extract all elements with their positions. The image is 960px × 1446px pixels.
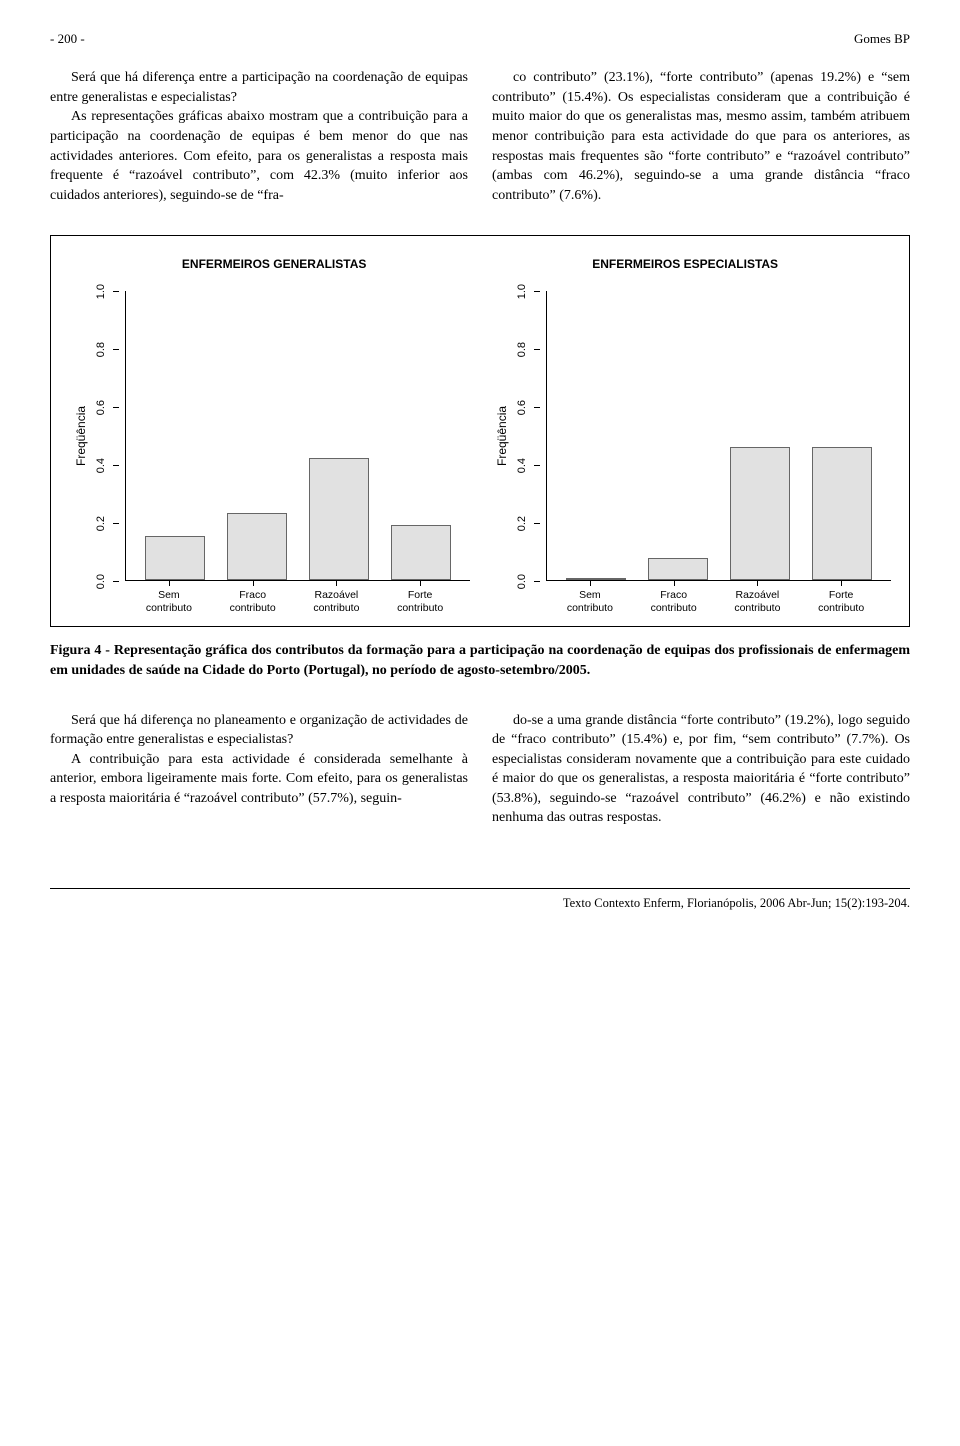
ytick-label: 0.4: [94, 458, 109, 473]
footer-rule: [50, 888, 910, 889]
chart-left-plot: [125, 291, 470, 581]
ytick-label: 0.0: [94, 574, 109, 589]
chart-right-plot: [546, 291, 891, 581]
bar: [145, 536, 205, 581]
xtick-label: Razoávelcontributo: [306, 589, 366, 614]
xtick-label: Fortecontributo: [811, 589, 871, 614]
body-text-2: Será que há diferença no planeamento e o…: [50, 711, 910, 829]
chart-right: Freqüência 1.00.80.60.40.20.0 Semcontrib…: [490, 291, 891, 614]
paragraph: A contribuição para esta actividade é co…: [50, 750, 468, 809]
chart-left: Freqüência 1.00.80.60.40.20.0 Semcontrib…: [69, 291, 470, 614]
bar: [391, 525, 451, 580]
page-number: - 200 -: [50, 30, 85, 48]
chart-left-yaxis: 1.00.80.60.40.20.0: [94, 291, 125, 581]
chart-right-title: ENFERMEIROS ESPECIALISTAS: [592, 256, 778, 273]
page-header: - 200 - Gomes BP: [50, 30, 910, 48]
ytick-label: 1.0: [94, 284, 109, 299]
ytick-label: 0.6: [515, 400, 530, 415]
xtick-label: Fracocontributo: [644, 589, 704, 614]
paragraph: Será que há diferença entre a participaç…: [50, 68, 468, 107]
bar: [812, 447, 872, 581]
header-author: Gomes BP: [854, 30, 910, 48]
ytick-label: 1.0: [515, 284, 530, 299]
chart-left-title: ENFERMEIROS GENERALISTAS: [182, 256, 366, 273]
body2-col-left: Será que há diferença no planeamento e o…: [50, 711, 468, 829]
body-text-1: Será que há diferença entre a participaç…: [50, 68, 910, 205]
body-col-right: co contributo” (23.1%), “forte contribut…: [492, 68, 910, 205]
paragraph: do-se a uma grande distância “forte cont…: [492, 711, 910, 829]
ytick-label: 0.0: [515, 574, 530, 589]
ytick-label: 0.4: [515, 458, 530, 473]
body-col-left: Será que há diferença entre a participaç…: [50, 68, 468, 205]
xtick-label: Fortecontributo: [390, 589, 450, 614]
paragraph: Será que há diferença no planeamento e o…: [50, 711, 468, 750]
chart-left-xticks: Semcontributo Fracocontributo Razoávelcont…: [119, 581, 470, 614]
xtick-label: Semcontributo: [139, 589, 199, 614]
bar: [648, 558, 708, 580]
ytick-label: 0.8: [94, 342, 109, 357]
ytick-label: 0.2: [94, 516, 109, 531]
figure-4: ENFERMEIROS GENERALISTAS ENFERMEIROS ESP…: [50, 235, 910, 627]
paragraph: As representações gráficas abaixo mostra…: [50, 107, 468, 205]
xtick-label: Fracocontributo: [223, 589, 283, 614]
footer-journal: Texto Contexto Enferm: [563, 896, 681, 910]
chart-right-ylabel: Freqüência: [490, 291, 515, 581]
page-footer: Texto Contexto Enferm, Florianópolis, 20…: [50, 895, 910, 913]
ytick-label: 0.8: [515, 342, 530, 357]
chart-right-yaxis: 1.00.80.60.40.20.0: [515, 291, 546, 581]
body2-col-right: do-se a uma grande distância “forte cont…: [492, 711, 910, 829]
chart-left-ylabel: Freqüência: [69, 291, 94, 581]
figure-caption: Figura 4 - Representação gráfica dos con…: [50, 641, 910, 680]
xtick-label: Razoávelcontributo: [727, 589, 787, 614]
bar: [566, 578, 626, 580]
bar: [309, 458, 369, 580]
bar: [730, 447, 790, 581]
bar: [227, 513, 287, 580]
ytick-label: 0.6: [94, 400, 109, 415]
chart-right-xticks: Semcontributo Fracocontributo Razoávelcont…: [540, 581, 891, 614]
xtick-label: Semcontributo: [560, 589, 620, 614]
footer-details: , Florianópolis, 2006 Abr-Jun; 15(2):193…: [681, 896, 910, 910]
ytick-label: 0.2: [515, 516, 530, 531]
paragraph: co contributo” (23.1%), “forte contribut…: [492, 68, 910, 205]
